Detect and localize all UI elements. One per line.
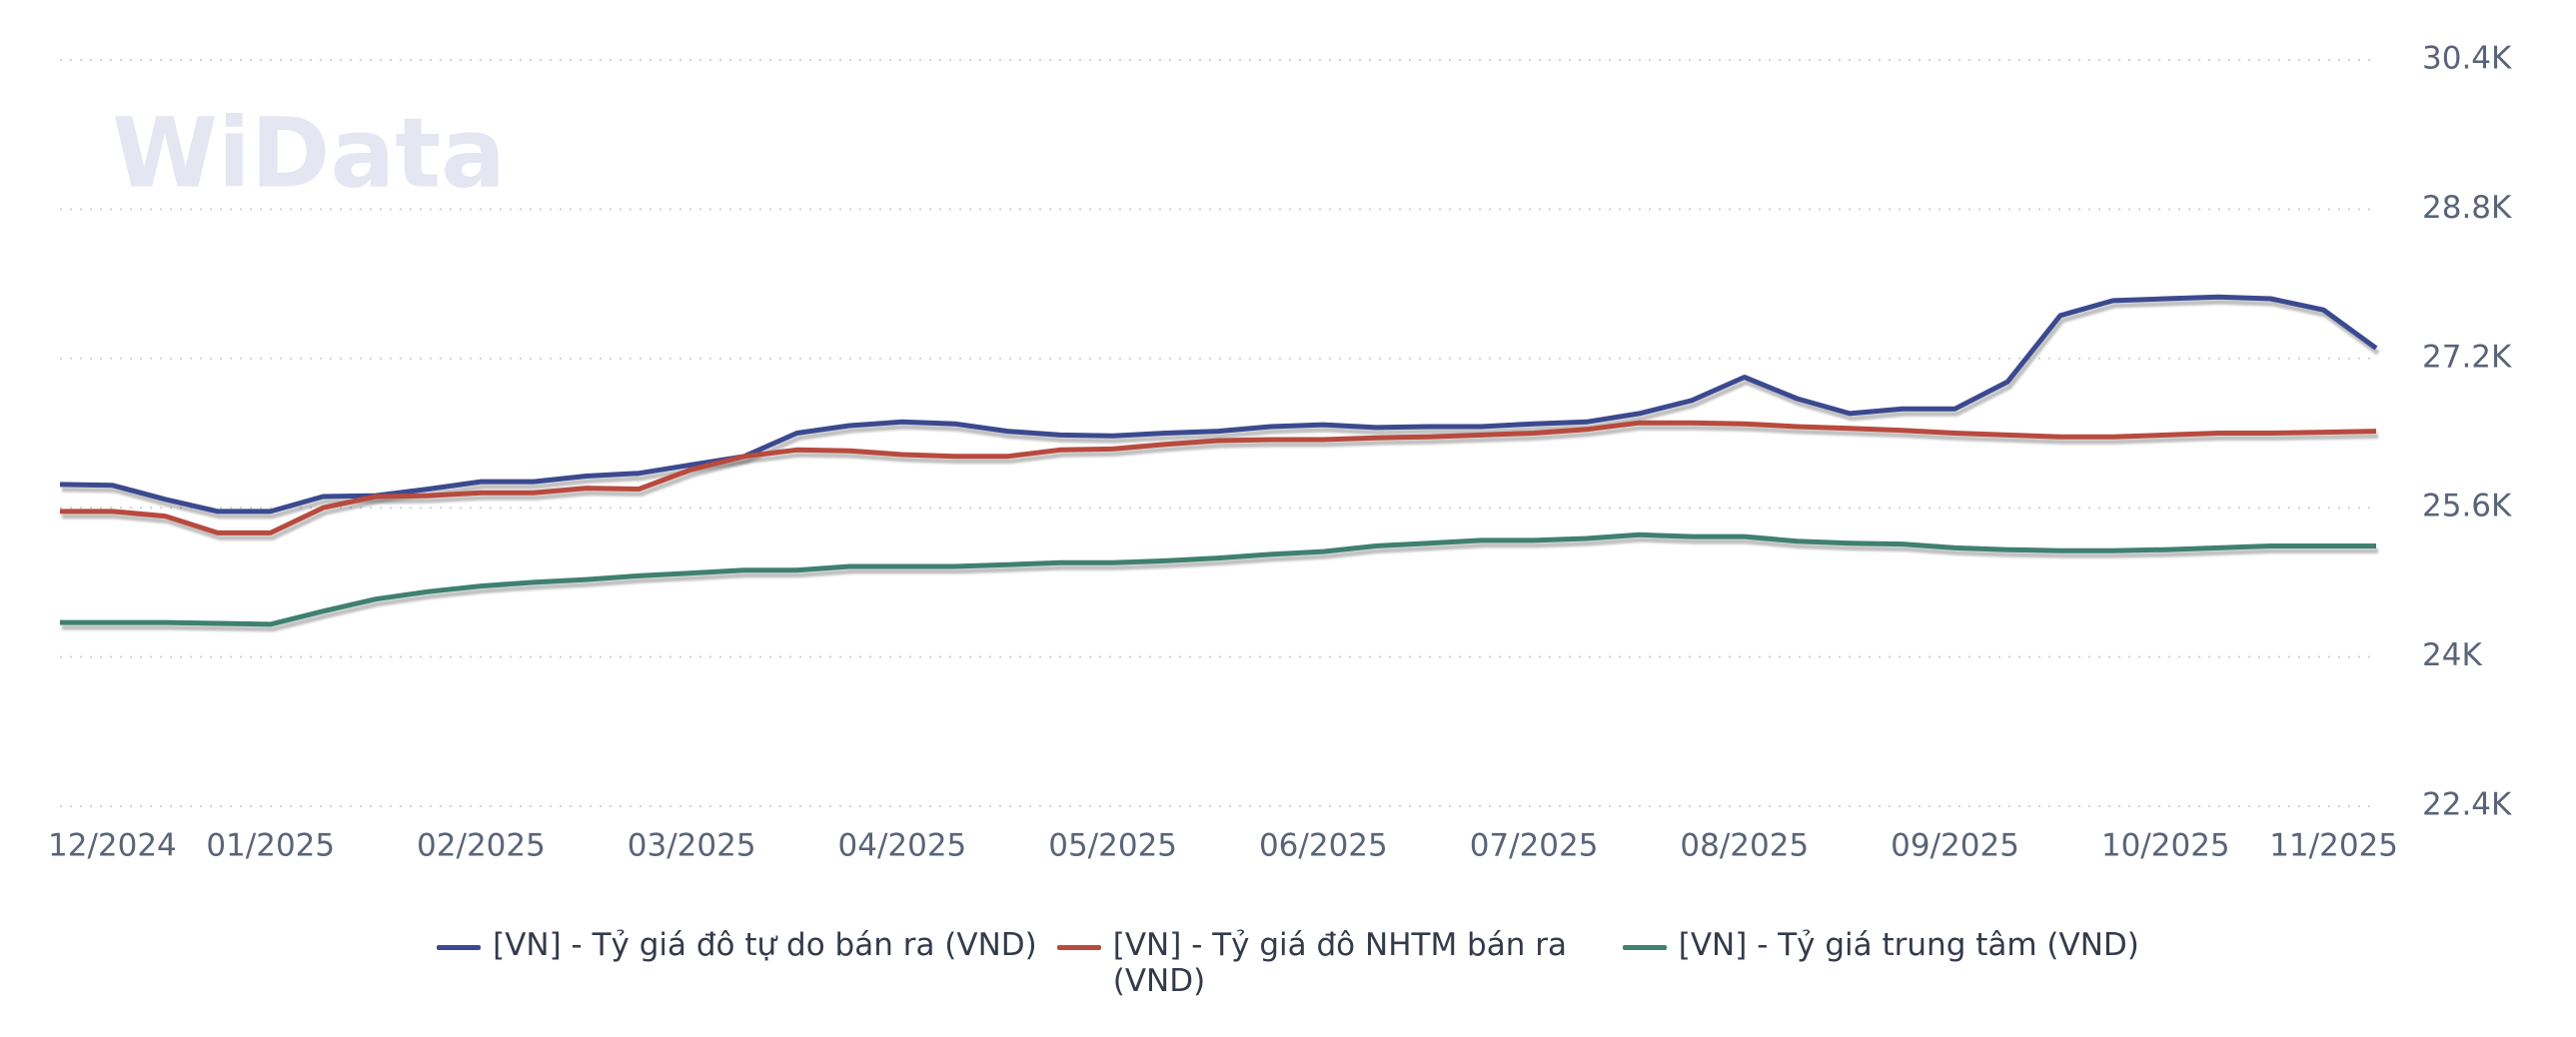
- y-tick-label: 22.4K: [2422, 787, 2512, 823]
- series-line: [59, 294, 2378, 515]
- x-tick-label: 09/2025: [1891, 828, 2019, 864]
- legend-swatch: [437, 945, 482, 950]
- watermark: WiData: [112, 97, 506, 209]
- x-tick-label: 11/2025: [2269, 828, 2398, 864]
- legend-label: [VN] - Tỷ giá đô NHTM bán ra (VND): [1112, 927, 1567, 999]
- chart: WiData 22.4K 24K 25.6K 27.2K 28.8K 30.4K 12/20…: [48, 41, 2512, 864]
- legend-swatch: [1056, 945, 1101, 950]
- legend: [VN] - Tỷ giá đô tự do bán ra (VND) [VN] …: [0, 927, 2576, 999]
- legend-label: [VN] - Tỷ giá đô tự do bán ra (VND): [493, 927, 1037, 963]
- series-line: [60, 420, 2377, 535]
- y-tick-label: 25.6K: [2422, 489, 2512, 524]
- x-tick-label: 05/2025: [1048, 828, 1177, 864]
- y-tick-label: 30.4K: [2422, 41, 2512, 77]
- legend-item[interactable]: [VN] - Tỷ giá đô tự do bán ra (VND): [437, 927, 1037, 963]
- legend-item[interactable]: [VN] - Tỷ giá đô NHTM bán ra (VND): [1056, 927, 1603, 999]
- legend-item[interactable]: [VN] - Tỷ giá trung tâm (VND): [1622, 927, 2139, 963]
- x-tick-label: 08/2025: [1680, 828, 1809, 864]
- y-tick-label: 28.8K: [2422, 190, 2512, 226]
- x-tick-label: 07/2025: [1470, 828, 1599, 864]
- y-tick-label: 24K: [2422, 637, 2482, 673]
- series-line: [60, 531, 2376, 627]
- x-tick-label: 06/2025: [1259, 828, 1388, 864]
- x-tick-label: 10/2025: [2101, 828, 2230, 864]
- x-tick-label: 02/2025: [417, 828, 546, 864]
- legend-label: [VN] - Tỷ giá trung tâm (VND): [1678, 927, 2139, 963]
- x-tick-label: 04/2025: [838, 828, 967, 864]
- y-tick-label: 27.2K: [2422, 339, 2512, 375]
- x-tick-label: 01/2025: [206, 828, 335, 864]
- x-tick-label: 12/2024: [48, 828, 177, 864]
- x-tick-label: 03/2025: [628, 828, 756, 864]
- legend-swatch: [1622, 945, 1667, 950]
